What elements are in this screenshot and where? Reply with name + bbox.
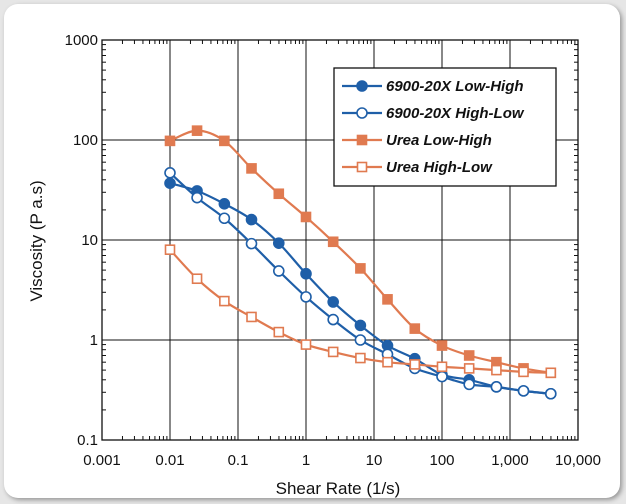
x-tick-label: 1 xyxy=(302,452,310,469)
data-point xyxy=(219,135,230,147)
data-point xyxy=(300,291,312,303)
data-point xyxy=(164,177,176,189)
y-axis-title: Viscosity (P a.s) xyxy=(27,180,46,301)
data-point xyxy=(272,237,285,249)
legend-item: Urea Low-High xyxy=(342,132,492,149)
data-point xyxy=(436,361,448,373)
series-layer xyxy=(164,125,557,400)
legend-label: Urea Low-High xyxy=(386,132,492,149)
data-point xyxy=(245,237,258,250)
data-point xyxy=(191,125,203,136)
x-tick-label: 0.01 xyxy=(155,452,184,469)
y-tick-label: 10 xyxy=(81,232,98,249)
legend-item: 6900-20X High-Low xyxy=(342,105,525,122)
data-point xyxy=(300,267,312,280)
data-point xyxy=(327,346,339,358)
data-point xyxy=(463,350,475,361)
data-point xyxy=(300,339,312,350)
legend-label: 6900-20X Low-High xyxy=(386,78,524,95)
data-point xyxy=(517,385,530,397)
data-point xyxy=(218,212,231,225)
data-point xyxy=(218,198,231,210)
x-tick-label: 100 xyxy=(429,452,454,469)
legend-marker xyxy=(356,161,368,173)
data-point xyxy=(327,296,339,308)
x-tick-label: 0.1 xyxy=(228,452,249,469)
data-point xyxy=(354,334,367,346)
axes-layer: 0.001 0.01 0.1 1 10 100 1,000 10,000 0.1 1 10 100 10… xyxy=(65,32,601,469)
data-point xyxy=(355,352,366,364)
x-tick-label: 10 xyxy=(366,452,383,469)
data-point xyxy=(490,381,503,393)
data-point xyxy=(300,211,312,223)
data-point xyxy=(164,166,176,179)
data-point xyxy=(463,378,475,391)
y-tick-label: 100 xyxy=(73,132,98,149)
legend-label: Urea High-Low xyxy=(386,159,493,176)
data-point xyxy=(246,163,257,174)
series-2 xyxy=(164,166,557,400)
y-tick-label: 1 xyxy=(90,332,98,349)
data-point xyxy=(219,295,230,307)
data-point xyxy=(545,367,557,379)
data-point xyxy=(463,363,475,374)
data-point xyxy=(246,311,257,323)
data-point xyxy=(491,364,502,376)
data-point xyxy=(544,387,557,400)
data-point xyxy=(382,356,393,368)
series-4 xyxy=(164,244,557,379)
plot-frame xyxy=(101,39,579,441)
x-tick-label: 0.001 xyxy=(83,452,121,469)
data-point xyxy=(382,294,393,305)
data-point xyxy=(409,359,421,370)
legend-label: 6900-20X High-Low xyxy=(386,105,525,122)
data-point xyxy=(436,340,448,351)
data-point xyxy=(518,366,529,378)
data-point xyxy=(327,236,339,248)
data-point xyxy=(191,273,203,285)
data-point xyxy=(355,263,366,274)
legend-marker xyxy=(356,80,368,92)
x-tick-label: 10,000 xyxy=(555,452,601,469)
data-point xyxy=(273,326,285,338)
data-point xyxy=(409,323,421,334)
y-tick-label: 1000 xyxy=(65,32,98,49)
data-point xyxy=(436,370,448,383)
data-point xyxy=(164,244,176,255)
data-point xyxy=(245,213,258,226)
x-tick-label: 1,000 xyxy=(491,452,529,469)
data-point xyxy=(354,319,367,332)
legend-marker xyxy=(356,134,368,146)
x-axis-title: Shear Rate (1/s) xyxy=(276,479,401,498)
legend: 6900-20X Low-High 6900-20X High-Low Urea L… xyxy=(333,67,557,187)
y-tick-label: 0.1 xyxy=(77,432,98,449)
legend-item: 6900-20X Low-High xyxy=(342,78,524,95)
legend-marker xyxy=(356,107,368,119)
data-point xyxy=(327,313,339,326)
data-point xyxy=(272,265,285,277)
data-point xyxy=(273,188,285,200)
data-point xyxy=(191,191,203,204)
data-point xyxy=(164,135,176,147)
legend-item: Urea High-Low xyxy=(342,159,493,176)
